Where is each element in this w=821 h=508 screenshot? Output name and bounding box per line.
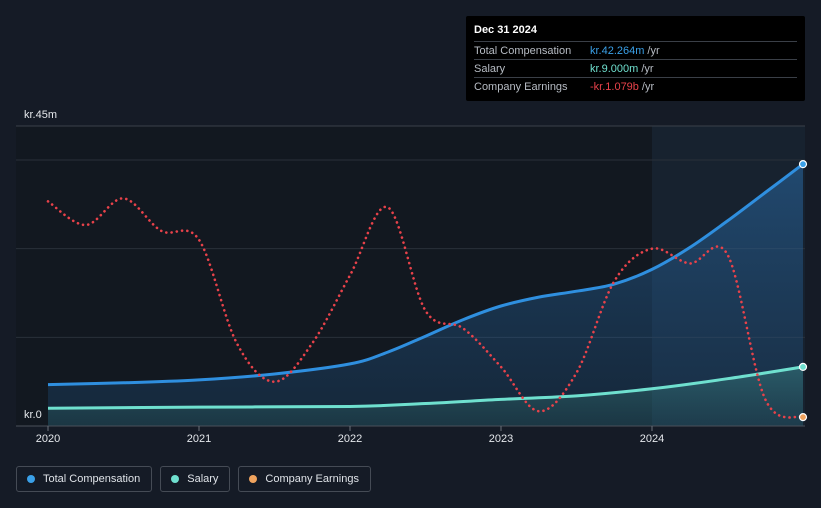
series-end-marker <box>798 413 808 422</box>
tooltip-value: kr.42.264m <box>590 44 645 57</box>
legend-label: Salary <box>187 473 219 485</box>
tooltip-date: Dec 31 2024 <box>474 24 537 36</box>
x-tick-label: 2021 <box>187 433 211 445</box>
tooltip-row-company-earnings: Company Earnings -kr.1.079b /yr <box>474 77 797 95</box>
x-tick-label: 2024 <box>640 433 664 445</box>
series-end-marker <box>798 160 808 169</box>
legend-label: Company Earnings <box>265 473 359 485</box>
x-tick-label: 2020 <box>36 433 60 445</box>
legend-item-total-compensation[interactable]: Total Compensation <box>16 466 153 492</box>
x-tick-label: 2023 <box>489 433 513 445</box>
legend-label: Total Compensation <box>43 473 141 485</box>
hover-tooltip: Dec 31 2024 Total Compensation kr.42.264… <box>466 16 805 101</box>
salary-area <box>48 366 803 426</box>
tooltip-unit: /yr <box>641 62 654 75</box>
y-axis-top-label: kr.45m <box>24 109 57 121</box>
tooltip-unit: /yr <box>647 44 660 57</box>
x-tick-label: 2022 <box>338 433 362 445</box>
tooltip-row-salary: Salary kr.9.000m /yr <box>474 59 797 77</box>
legend-dot-icon <box>249 475 258 483</box>
legend-item-company-earnings[interactable]: Company Earnings <box>238 466 371 492</box>
tooltip-label: Company Earnings <box>474 80 568 93</box>
series-end-marker <box>798 362 808 371</box>
salary-line <box>47 365 804 410</box>
legend-dot-icon <box>27 475 35 483</box>
end-markers <box>798 160 808 422</box>
tooltip-label: Salary <box>474 62 506 75</box>
total-compensation-area <box>48 164 803 426</box>
y-axis-zero-label: kr.0 <box>24 409 42 421</box>
tooltip-row-total-compensation: Total Compensation kr.42.264m /yr <box>474 41 797 59</box>
total-compensation-line <box>47 162 804 387</box>
tooltip-value: -kr.1.079b <box>590 80 639 93</box>
legend: Total Compensation Salary Company Earnin… <box>16 466 371 492</box>
legend-item-salary[interactable]: Salary <box>160 466 231 492</box>
legend-dot-icon <box>171 475 180 483</box>
x-axis: 2020 2021 2022 2023 2024 <box>36 426 664 445</box>
tooltip-value: kr.9.000m <box>590 62 639 75</box>
tooltip-unit: /yr <box>641 80 655 93</box>
tooltip-label: Total Compensation <box>474 44 572 57</box>
company-earnings-line <box>46 197 805 419</box>
